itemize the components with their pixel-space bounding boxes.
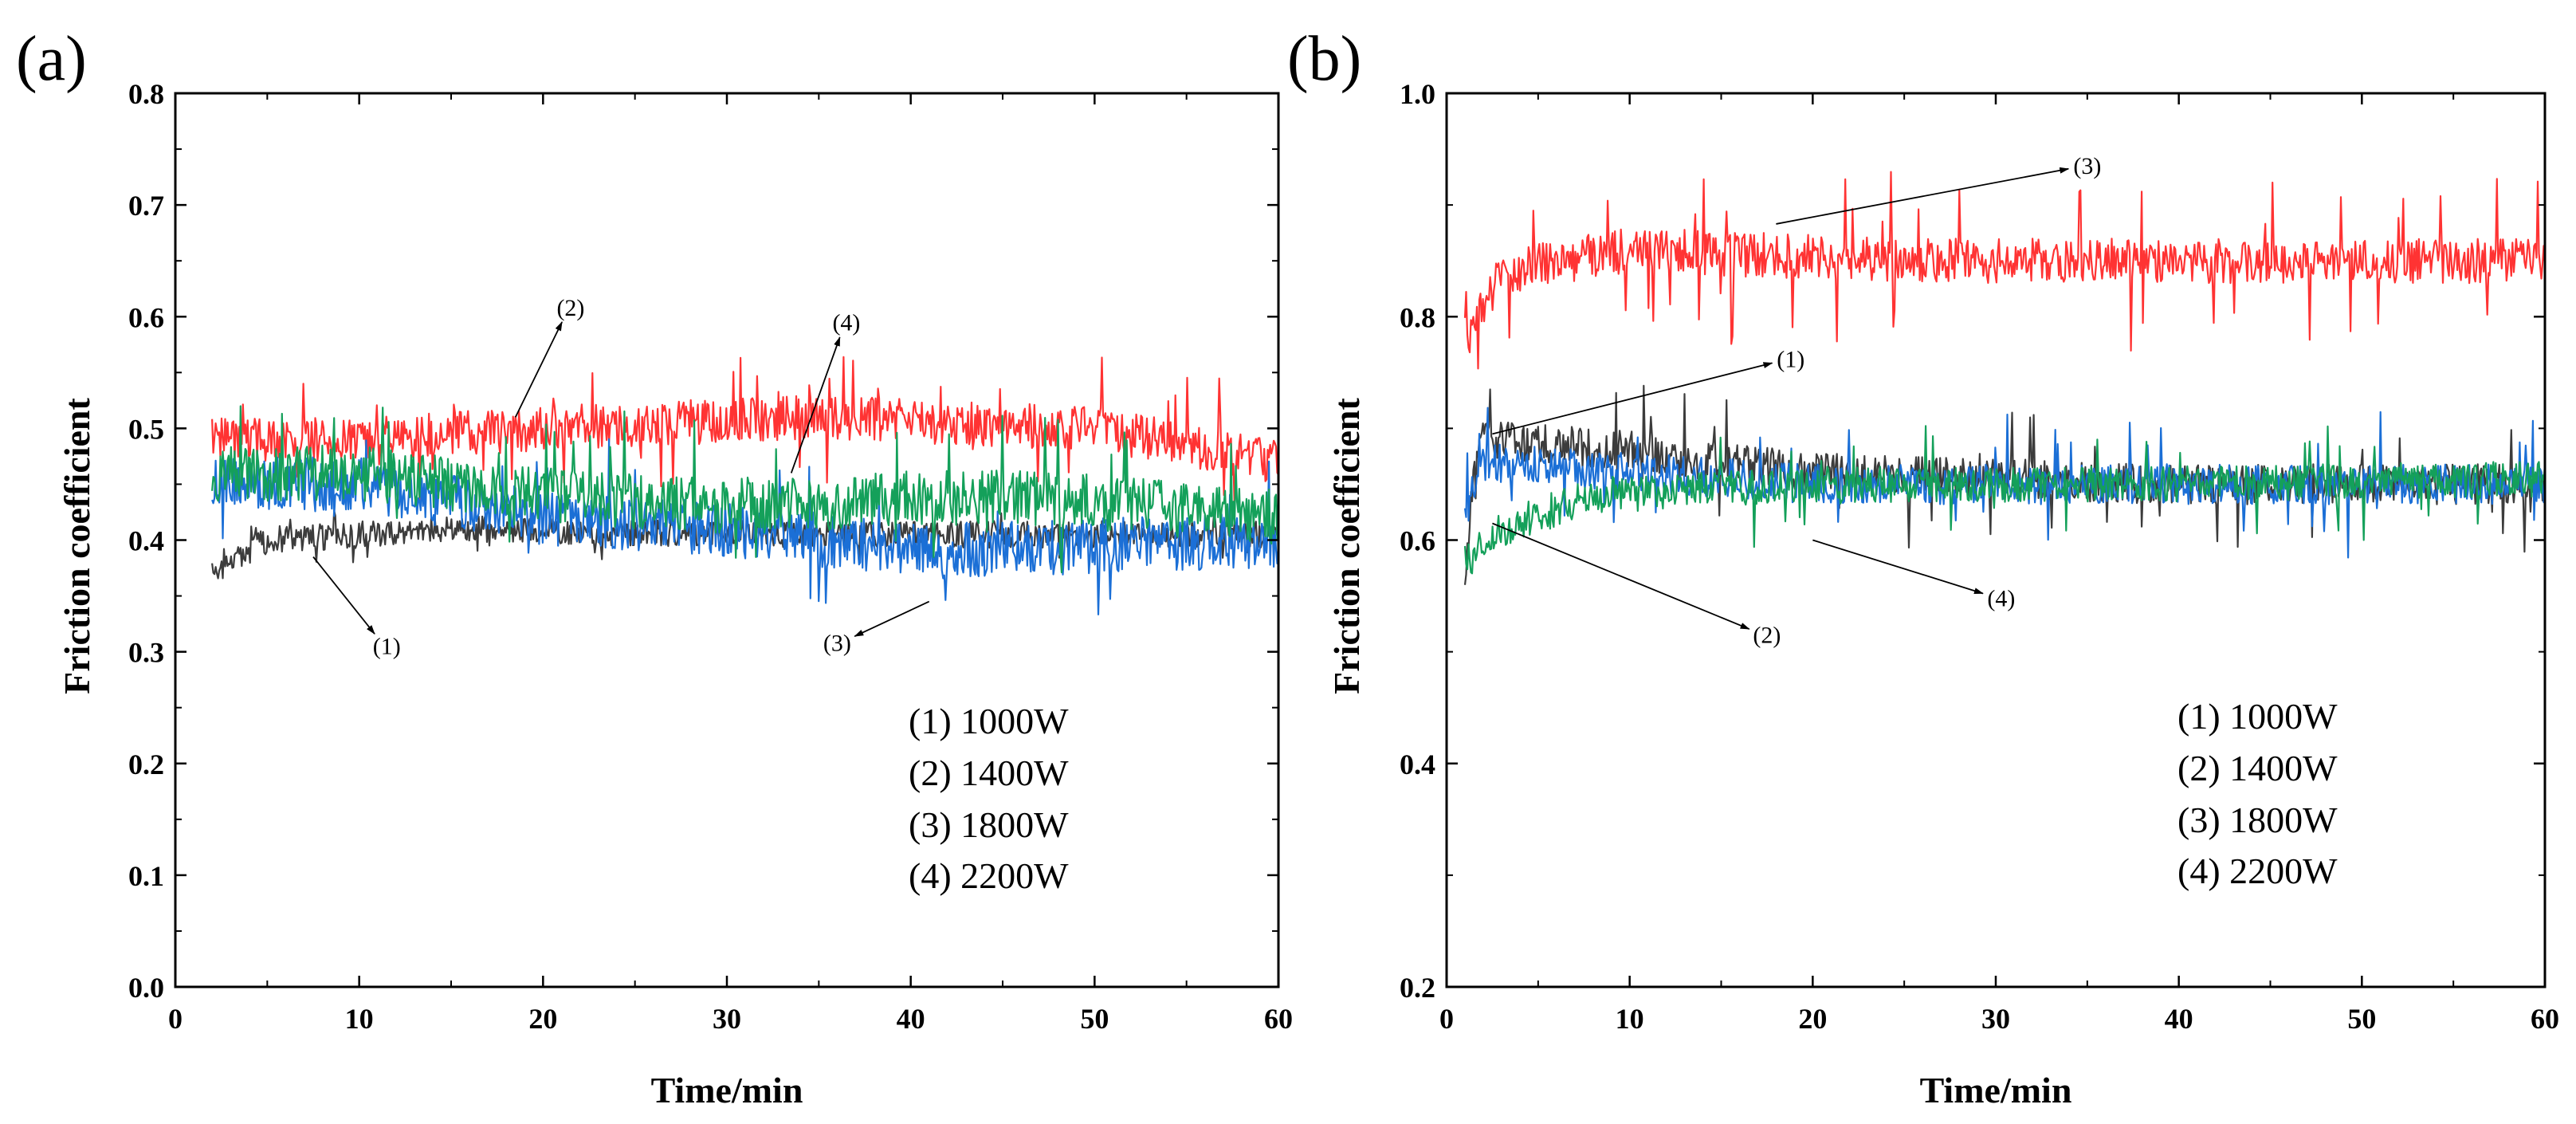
legend-entry-b-1: (1) 1000W — [2177, 696, 2338, 737]
annotation-label-a-1: (1) — [373, 634, 401, 660]
legend-entry-b-2: (2) 1400W — [2177, 748, 2338, 788]
y-tick-label-a-0: 0.0 — [128, 972, 164, 1004]
x-tick-label-b-4: 40 — [2165, 1003, 2193, 1035]
panel-label-b: (b) — [1287, 24, 1361, 94]
panel-label-a: (a) — [16, 24, 87, 94]
x-tick-label-a-3: 30 — [713, 1003, 741, 1035]
series-line-a-4 — [211, 405, 1278, 574]
annotation-arrow-b-3 — [1492, 522, 1750, 630]
annotation-arrow-b-1 — [1776, 167, 2070, 225]
annotation-arrow-b-4 — [1812, 539, 1984, 595]
legend-b: (1) 1000W (2) 1400W (3) 1800W (4) 2200W — [2177, 696, 2338, 891]
chart-panel-a: (a) Time/min Friction coefficient (1) 10… — [16, 24, 1293, 1110]
legend-entry-a-4: (4) 2200W — [909, 855, 1069, 896]
x-tick-label-a-1: 10 — [345, 1003, 374, 1035]
y-tick-label-a-2: 0.2 — [128, 749, 164, 780]
chart-panel-b: (b) Time/min Friction coefficient (1) 10… — [1287, 24, 2559, 1110]
legend-entry-b-4: (4) 2200W — [2177, 851, 2338, 891]
annotation-label-b-2: (1) — [1777, 346, 1804, 372]
series-line-b-2 — [1463, 171, 2545, 370]
y-tick-label-b-2: 0.6 — [1400, 525, 1435, 557]
x-tick-label-a-2: 20 — [528, 1003, 557, 1035]
x-tick-label-b-0: 0 — [1439, 1003, 1454, 1035]
annotation-arrow-a-4 — [854, 600, 930, 638]
annotation-label-b-4: (4) — [1987, 585, 2015, 611]
legend-entry-a-2: (2) 1400W — [909, 753, 1069, 793]
y-tick-label-a-4: 0.4 — [128, 525, 164, 557]
y-tick-label-a-5: 0.5 — [128, 413, 164, 445]
legend-entry-b-3: (3) 1800W — [2177, 800, 2338, 840]
series-line-b-4 — [1463, 425, 2545, 575]
annotation-label-a-2: (2) — [556, 295, 584, 321]
series-group-b — [1463, 171, 2545, 585]
y-tick-label-a-1: 0.1 — [128, 860, 164, 892]
x-tick-label-a-4: 40 — [897, 1003, 925, 1035]
x-tick-label-a-0: 0 — [168, 1003, 183, 1035]
x-tick-label-b-6: 60 — [2531, 1003, 2559, 1035]
y-tick-label-b-0: 0.2 — [1400, 972, 1435, 1004]
x-axis-title-a: Time/min — [651, 1070, 803, 1110]
series-group-a — [211, 356, 1278, 615]
legend-entry-a-1: (1) 1000W — [909, 701, 1069, 741]
x-tick-label-b-5: 50 — [2347, 1003, 2376, 1035]
legend-a: (1) 1000W (2) 1400W (3) 1800W (4) 2200W — [909, 701, 1069, 896]
annotation-arrow-a-3 — [790, 336, 841, 474]
y-tick-label-a-3: 0.3 — [128, 637, 164, 669]
x-tick-label-b-1: 10 — [1616, 1003, 1644, 1035]
annotation-label-a-3: (4) — [832, 309, 860, 336]
annotation-label-b-1: (3) — [2073, 153, 2101, 179]
annotation-label-a-4: (3) — [823, 630, 851, 656]
y-tick-label-b-3: 0.8 — [1400, 301, 1435, 333]
plot-frame-b — [1445, 92, 2547, 988]
annotation-arrow-b-2 — [1492, 362, 1773, 435]
legend-entry-a-3: (3) 1800W — [909, 804, 1069, 845]
y-tick-label-a-8: 0.8 — [128, 78, 164, 110]
annotation-label-b-3: (2) — [1753, 623, 1781, 649]
y-axis-title-b: Friction coefficient — [1326, 397, 1367, 694]
annotation-arrow-a-1 — [312, 556, 375, 635]
x-tick-label-a-6: 60 — [1264, 1003, 1293, 1035]
y-axis-title-a: Friction coefficient — [57, 397, 97, 694]
x-axis-title-b: Time/min — [1920, 1070, 2072, 1110]
y-tick-label-b-4: 1.0 — [1400, 78, 1435, 110]
x-tick-label-b-3: 30 — [1981, 1003, 2010, 1035]
x-tick-label-b-2: 20 — [1798, 1003, 1827, 1035]
y-tick-label-a-6: 0.6 — [128, 301, 164, 333]
x-tick-label-a-5: 50 — [1080, 1003, 1109, 1035]
annotation-arrow-a-2 — [514, 321, 563, 418]
y-tick-label-b-1: 0.4 — [1400, 749, 1435, 780]
y-tick-label-a-7: 0.7 — [128, 190, 164, 222]
